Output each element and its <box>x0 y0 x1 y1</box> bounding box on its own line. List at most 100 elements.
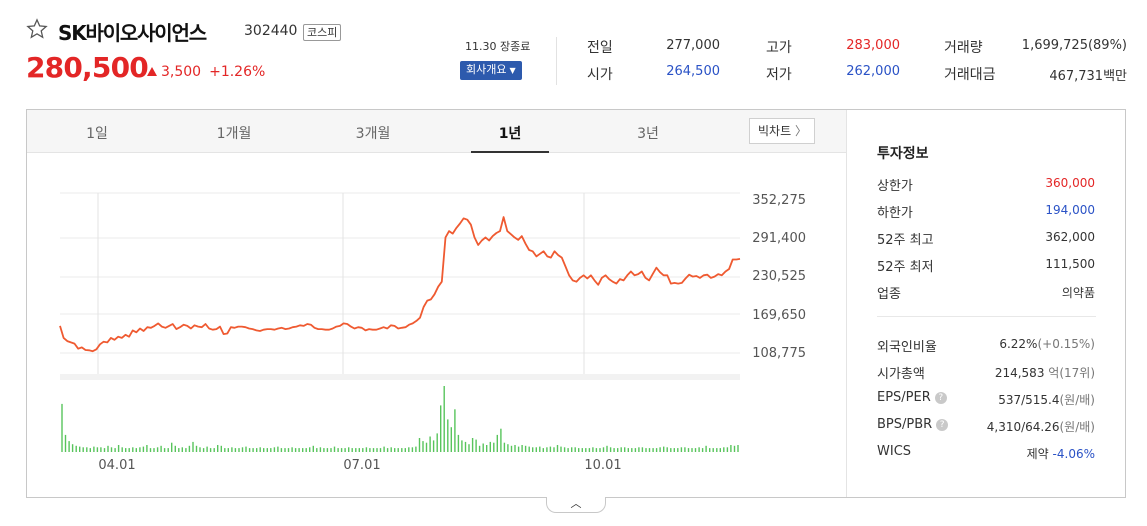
volume-bar <box>316 448 318 452</box>
tab-1day[interactable]: 1일 <box>86 126 108 142</box>
info-label-lower-limit: 하한가 <box>877 206 913 221</box>
market-badge: 코스피 <box>303 24 342 41</box>
volume-bar <box>241 447 244 452</box>
volume-bar <box>280 448 283 452</box>
volume-bar <box>585 448 587 452</box>
volume-bar <box>666 447 668 452</box>
volume-bar <box>578 448 580 452</box>
help-icon[interactable]: ? <box>934 392 947 404</box>
volume-bar <box>125 448 127 452</box>
volume-bar <box>493 442 495 452</box>
volume-bar <box>602 447 605 452</box>
info-value-sector: 의약품 <box>1061 286 1095 300</box>
volume-bar <box>333 446 336 452</box>
quote-value-low: 262,000 <box>846 64 900 79</box>
foreign-ratio-change: (+0.15%) <box>1037 337 1095 351</box>
header-divider <box>556 37 557 85</box>
info-label-bps-pbr: BPS/PBR? <box>877 417 949 432</box>
volume-bar <box>726 447 729 452</box>
price-line <box>59 216 741 353</box>
tab-1month[interactable]: 1개월 <box>216 126 252 142</box>
volume-bar <box>698 447 700 452</box>
caret-down-icon: ▼ <box>509 66 516 75</box>
collapse-chart-button[interactable]: ︿ <box>546 497 606 513</box>
volume-bar <box>641 447 644 452</box>
change-percent: +1.26% <box>209 64 266 80</box>
volume-bar <box>217 445 219 452</box>
volume-bar <box>464 441 467 452</box>
tab-1year[interactable]: 1년 <box>498 126 522 142</box>
volume-bar <box>71 444 74 452</box>
volume-bar <box>723 447 725 452</box>
volume-bar <box>358 448 360 452</box>
quote-value-volume: 1,699,725(89%) <box>1021 38 1127 53</box>
volume-bar <box>344 448 346 452</box>
y-tick-label: 291,400 <box>752 231 806 246</box>
volume-bar <box>386 448 389 452</box>
volume-bar <box>348 447 350 452</box>
info-label-52w-high: 52주 최고 <box>877 233 934 248</box>
volume-bar <box>153 448 155 452</box>
volume-bar <box>663 446 665 452</box>
volume-bar <box>514 445 516 452</box>
info-label-52w-low: 52주 최저 <box>877 260 934 275</box>
volume-bar <box>103 448 106 452</box>
volume-bar <box>294 448 297 452</box>
volume-bar <box>503 442 506 452</box>
info-value-eps-per: 537/515.4(원/배) <box>998 391 1095 408</box>
volume-bar <box>181 447 183 452</box>
volume-bar <box>447 419 449 452</box>
favorite-star-icon[interactable] <box>26 18 48 40</box>
help-icon[interactable]: ? <box>936 419 949 431</box>
volume-bar <box>365 447 368 452</box>
volume-bar <box>542 448 544 452</box>
bps-pbr-value: 4,310/64.26 <box>986 420 1060 434</box>
volume-bar <box>376 448 378 452</box>
volume-bar <box>652 448 654 452</box>
volume-bar <box>394 448 396 452</box>
volume-bar <box>627 448 629 452</box>
volume-bar <box>694 448 697 452</box>
volume-bar <box>238 448 240 452</box>
volume-bar <box>411 447 414 452</box>
chevron-right-icon: 〉 <box>794 124 807 138</box>
info-title: 투자정보 <box>877 146 929 162</box>
volume-bar <box>425 442 428 452</box>
volume-bar <box>135 448 137 452</box>
tab-3month[interactable]: 3개월 <box>355 126 391 142</box>
volume-bar <box>298 448 300 452</box>
quote-label-volume: 거래량 <box>944 40 983 56</box>
change-amount: 3,500 <box>161 64 202 80</box>
volume-bar <box>553 447 555 452</box>
info-value-52w-low: 111,500 <box>1045 257 1095 271</box>
volume-bar <box>517 446 520 452</box>
volume-bar <box>500 428 502 452</box>
volume-bar <box>110 447 113 452</box>
volume-bar <box>234 448 237 452</box>
tab-3year[interactable]: 3년 <box>637 126 659 142</box>
quote-label-open: 시가 <box>587 67 613 83</box>
volume-bar <box>397 448 399 452</box>
volume-bar <box>149 448 152 452</box>
wics-industry[interactable]: 제약 <box>1026 447 1049 461</box>
volume-bar <box>496 434 498 452</box>
volume-bar <box>528 446 530 452</box>
volume-bar <box>121 447 123 452</box>
chart-separator <box>60 374 740 380</box>
volume-bar <box>167 448 169 452</box>
volume-bar <box>440 405 442 452</box>
volume-bar <box>337 448 339 452</box>
company-overview-button[interactable]: 회사개요 ▼ <box>460 61 522 80</box>
bps-pbr-label-text: BPS/PBR <box>877 417 933 432</box>
volume-bar <box>188 445 191 452</box>
volume-bar <box>401 448 403 452</box>
info-label-upper-limit: 상한가 <box>877 179 913 194</box>
current-price: 280,500 <box>26 51 149 84</box>
volume-bar <box>730 445 732 452</box>
market-cap-value: 214,583 <box>994 366 1045 380</box>
volume-bar <box>107 445 109 452</box>
volume-bar <box>340 448 343 452</box>
info-label-sector: 업종 <box>877 287 901 302</box>
big-chart-button[interactable]: 빅차트 〉 <box>749 118 815 144</box>
price-chart[interactable]: 352,275 291,400 230,525 169,650 108,775 04.01… <box>27 110 846 497</box>
